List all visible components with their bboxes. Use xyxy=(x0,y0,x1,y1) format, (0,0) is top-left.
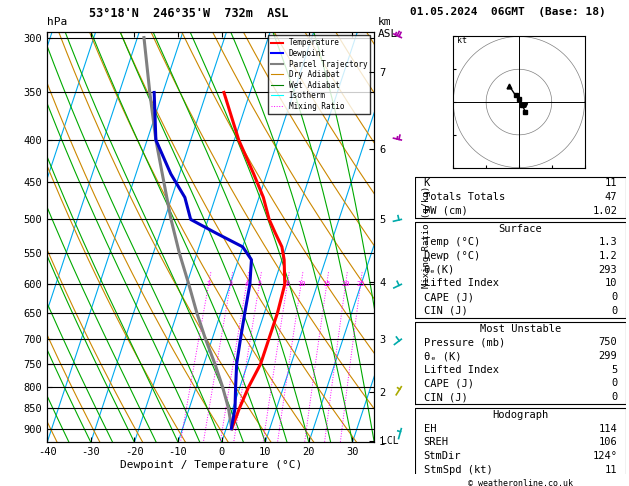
Text: © weatheronline.co.uk: © weatheronline.co.uk xyxy=(468,479,573,486)
Text: 5: 5 xyxy=(611,365,618,375)
Text: 10: 10 xyxy=(297,281,305,287)
Text: PW (cm): PW (cm) xyxy=(423,206,467,216)
X-axis label: Dewpoint / Temperature (°C): Dewpoint / Temperature (°C) xyxy=(120,460,302,470)
Text: CAPE (J): CAPE (J) xyxy=(423,379,474,388)
Text: EH: EH xyxy=(423,424,436,434)
Text: 8: 8 xyxy=(285,281,289,287)
Text: Most Unstable: Most Unstable xyxy=(480,324,561,334)
Text: 106: 106 xyxy=(599,437,618,447)
Text: θₑ (K): θₑ (K) xyxy=(423,351,461,361)
Text: 0: 0 xyxy=(611,306,618,316)
Text: 124°: 124° xyxy=(593,451,618,461)
Text: 2: 2 xyxy=(206,281,211,287)
Text: 11: 11 xyxy=(605,465,618,475)
Text: CIN (J): CIN (J) xyxy=(423,392,467,402)
Text: 11: 11 xyxy=(605,178,618,189)
Text: StmSpd (kt): StmSpd (kt) xyxy=(423,465,493,475)
Text: 4: 4 xyxy=(245,281,248,287)
Text: CAPE (J): CAPE (J) xyxy=(423,292,474,302)
Text: 1.02: 1.02 xyxy=(593,206,618,216)
Text: CIN (J): CIN (J) xyxy=(423,306,467,316)
Text: Mixing Ratio (g/kg): Mixing Ratio (g/kg) xyxy=(422,186,431,288)
Text: hPa: hPa xyxy=(47,17,67,27)
Text: Totals Totals: Totals Totals xyxy=(423,192,505,202)
Text: StmDir: StmDir xyxy=(423,451,461,461)
Text: Lifted Index: Lifted Index xyxy=(423,278,499,289)
Text: Hodograph: Hodograph xyxy=(493,410,548,420)
Text: 293: 293 xyxy=(599,265,618,275)
Text: 20: 20 xyxy=(342,281,350,287)
Text: 25: 25 xyxy=(356,281,365,287)
Text: 5: 5 xyxy=(257,281,262,287)
Text: 0: 0 xyxy=(611,392,618,402)
Text: 0: 0 xyxy=(611,379,618,388)
Text: 3: 3 xyxy=(228,281,233,287)
Text: kt: kt xyxy=(457,36,467,45)
Text: K: K xyxy=(423,178,430,189)
Legend: Temperature, Dewpoint, Parcel Trajectory, Dry Adiabat, Wet Adiabat, Isotherm, Mi: Temperature, Dewpoint, Parcel Trajectory… xyxy=(268,35,370,114)
Text: 53°18'N  246°35'W  732m  ASL: 53°18'N 246°35'W 732m ASL xyxy=(89,7,289,20)
Text: 15: 15 xyxy=(323,281,331,287)
Text: 01.05.2024  06GMT  (Base: 18): 01.05.2024 06GMT (Base: 18) xyxy=(410,7,606,17)
Text: ASL: ASL xyxy=(377,29,398,39)
Text: km: km xyxy=(377,17,391,27)
Text: LCL: LCL xyxy=(381,436,398,447)
Text: Pressure (mb): Pressure (mb) xyxy=(423,337,505,347)
Text: 114: 114 xyxy=(599,424,618,434)
Text: 0: 0 xyxy=(611,292,618,302)
Text: 10: 10 xyxy=(605,278,618,289)
Text: 750: 750 xyxy=(599,337,618,347)
Text: Surface: Surface xyxy=(499,224,542,234)
Text: 1.3: 1.3 xyxy=(599,237,618,247)
Text: Dewp (°C): Dewp (°C) xyxy=(423,251,480,261)
Text: 47: 47 xyxy=(605,192,618,202)
Text: 299: 299 xyxy=(599,351,618,361)
Text: Temp (°C): Temp (°C) xyxy=(423,237,480,247)
Text: θₑ(K): θₑ(K) xyxy=(423,265,455,275)
Text: 1.2: 1.2 xyxy=(599,251,618,261)
Text: Lifted Index: Lifted Index xyxy=(423,365,499,375)
Text: SREH: SREH xyxy=(423,437,448,447)
